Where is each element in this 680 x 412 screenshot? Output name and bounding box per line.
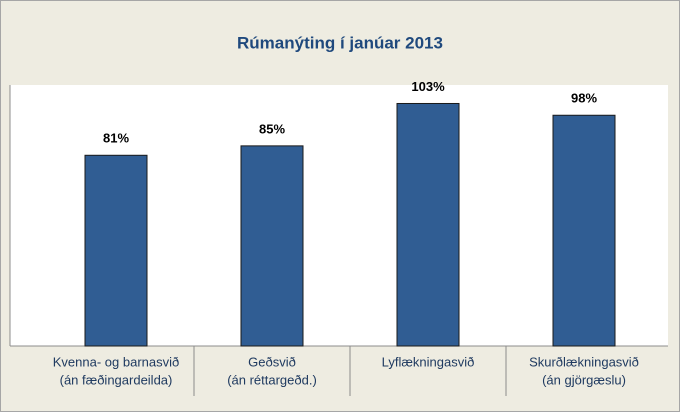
bar [552,114,616,347]
data-label: 98% [571,91,597,106]
x-tick-label: (án gjörgæslu) [542,372,626,387]
x-tick-label: Kvenna- og barnasvið [53,354,179,369]
x-tick-label: Lyflækningasvið [382,354,475,369]
data-label: 85% [259,121,285,136]
data-label: 81% [103,131,129,146]
chart-title: Rúmanýting í janúar 2013 [237,33,443,52]
bar [240,145,304,347]
x-tick-label: Skurðlækningasvið [529,354,639,369]
x-tick-label: Geðsvið [248,354,296,369]
x-tick-label: (án fæðingardeilda) [60,372,173,387]
bar [396,102,460,347]
bar [84,154,148,347]
x-tick-label: (án réttargeðd.) [227,372,317,387]
data-label: 103% [411,79,445,94]
